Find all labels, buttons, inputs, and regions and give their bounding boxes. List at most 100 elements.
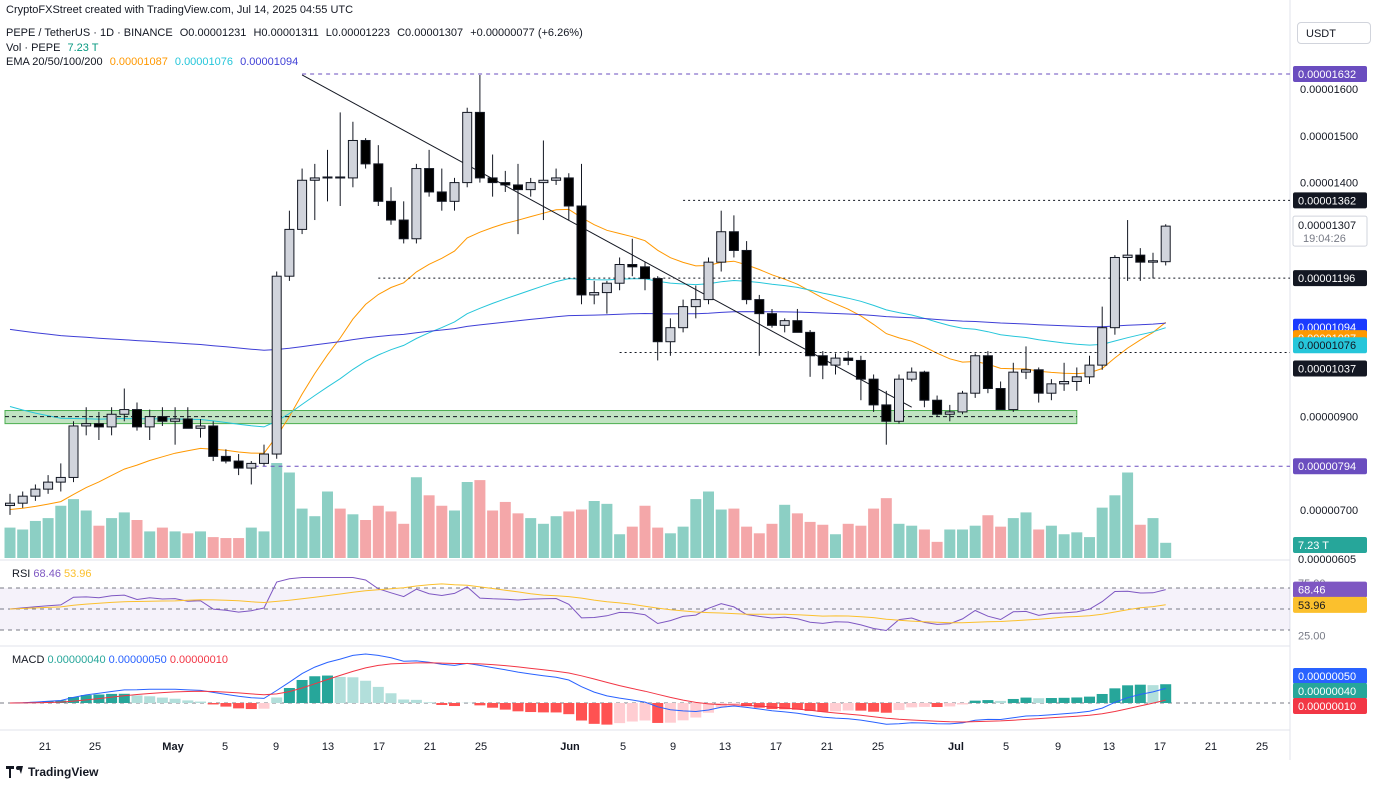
volume-bar xyxy=(601,503,613,558)
candle-body xyxy=(1059,381,1070,385)
volume-bar xyxy=(296,508,308,558)
volume-bar xyxy=(1109,495,1121,558)
label-resistance-bg xyxy=(1293,192,1367,209)
rsi-legend[interactable]: RSI 68.46 53.96 xyxy=(12,568,92,580)
label-bottom-dashed-bg xyxy=(1293,458,1367,475)
price-tick-label: 0.00001500 xyxy=(1300,131,1358,143)
volume-bar xyxy=(347,514,359,558)
macd-histogram-bar xyxy=(995,700,1007,703)
macd-histogram-bar xyxy=(220,703,232,707)
volume-bar xyxy=(1058,534,1070,558)
macd-histogram-bar xyxy=(664,703,676,723)
candle-body xyxy=(487,177,498,184)
macd-histogram-bar xyxy=(830,703,841,712)
candle-body xyxy=(93,423,104,428)
macd-signal-label: 0.00000010 xyxy=(1298,701,1356,713)
candle-body xyxy=(843,357,854,361)
macd-histogram-bar xyxy=(487,703,499,708)
label-ema50-bg xyxy=(1293,337,1367,354)
candle-body xyxy=(1071,376,1082,383)
volume-bar xyxy=(855,525,867,558)
candle-body xyxy=(106,413,117,428)
candle-body xyxy=(411,168,422,240)
macd-histogram-bar xyxy=(1147,685,1159,703)
x-axis-label: Jun xyxy=(560,741,580,753)
rsi-ma-label-bg xyxy=(1293,596,1367,613)
macd-histogram-bar xyxy=(842,703,854,711)
ema-legend[interactable]: EMA 20/50/100/200 0.00001087 0.00001076 … xyxy=(6,56,299,68)
label-support-2: 0.00001037 xyxy=(1298,363,1356,375)
x-axis-label: 25 xyxy=(89,741,101,753)
macd-histogram-bar xyxy=(880,703,892,713)
macd-value-label: 0.00000050 xyxy=(1298,671,1356,683)
macd-histogram-bar xyxy=(385,693,397,703)
macd-histogram-bar xyxy=(271,697,283,703)
volume-bar xyxy=(830,534,841,558)
volume-bar xyxy=(220,538,232,558)
rsi-ma-line xyxy=(9,583,1166,624)
macd-histogram-bar xyxy=(156,697,168,703)
macd-hist-label: 0.00000040 xyxy=(1298,686,1356,698)
volume-bar xyxy=(80,510,92,558)
candle-body xyxy=(55,476,66,483)
macd-histogram-bar xyxy=(296,679,308,703)
macd-legend[interactable]: MACD 0.00000040 0.00000050 0.00000010 xyxy=(12,654,228,666)
candle-body xyxy=(322,176,333,179)
volume-bar xyxy=(271,463,283,558)
currency-button[interactable]: USDT xyxy=(1297,22,1371,44)
macd-histogram-bar xyxy=(512,703,524,712)
candle-body xyxy=(868,378,879,406)
macd-histogram-bar xyxy=(1122,685,1134,703)
candle-body xyxy=(640,266,650,280)
macd-histogram-bar xyxy=(728,703,740,705)
tradingview-logo[interactable]: TradingView xyxy=(6,765,98,779)
macd-histogram-bar xyxy=(537,703,549,713)
macd-histogram-bar xyxy=(1033,698,1045,703)
volume-bar xyxy=(893,523,905,558)
candle-body xyxy=(995,388,1006,411)
volume-bar xyxy=(944,529,956,558)
macd-histogram-bar xyxy=(906,703,918,708)
macd-histogram-bar xyxy=(588,703,600,724)
candle-body xyxy=(5,502,15,507)
volume-bar xyxy=(245,527,257,558)
macd-histogram-bar xyxy=(410,699,422,703)
x-axis-label: 17 xyxy=(373,741,385,753)
volume-bar xyxy=(398,523,410,558)
macd-histogram-bar xyxy=(309,676,321,703)
macd-histogram-bar xyxy=(68,697,79,703)
volume-legend[interactable]: Vol · PEPE 7.23 T xyxy=(6,42,99,54)
volume-bar xyxy=(169,531,181,558)
volume-bar xyxy=(957,529,968,558)
price-tick-label: 0.00001600 xyxy=(1300,84,1358,96)
symbol-name[interactable]: PEPE / TetherUS · 1D · BINANCE xyxy=(6,27,173,39)
x-axis-label: 17 xyxy=(1154,741,1166,753)
macd-histogram-bar xyxy=(1020,697,1032,703)
macd-histogram-bar xyxy=(766,703,778,710)
macd-value-label-bg xyxy=(1293,668,1367,684)
volume-bar xyxy=(55,505,67,558)
macd-histogram-bar xyxy=(233,703,245,709)
volume-bar xyxy=(753,533,765,558)
volume-bar xyxy=(563,511,575,558)
ema200-line xyxy=(9,311,1166,351)
x-axis-label: 21 xyxy=(39,741,51,753)
candle-body xyxy=(703,261,714,301)
volume-bar xyxy=(4,527,16,558)
current-price-box xyxy=(1292,215,1368,247)
candle-body xyxy=(462,111,473,184)
volume-bar xyxy=(779,504,791,558)
macd-histogram-bar xyxy=(715,703,727,708)
macd-histogram-bar xyxy=(753,703,765,708)
candle-body xyxy=(1122,254,1133,258)
x-axis-label: 9 xyxy=(273,741,279,753)
volume-bar xyxy=(449,510,460,558)
candle-body xyxy=(881,404,892,422)
candle-body xyxy=(982,355,993,390)
volume-bar xyxy=(728,508,740,558)
volume-bar xyxy=(525,518,537,558)
candle-body xyxy=(830,357,841,366)
macd-histogram-bar xyxy=(207,703,219,705)
ohlc-line: PEPE / TetherUS · 1D · BINANCE O0.000012… xyxy=(6,27,583,39)
